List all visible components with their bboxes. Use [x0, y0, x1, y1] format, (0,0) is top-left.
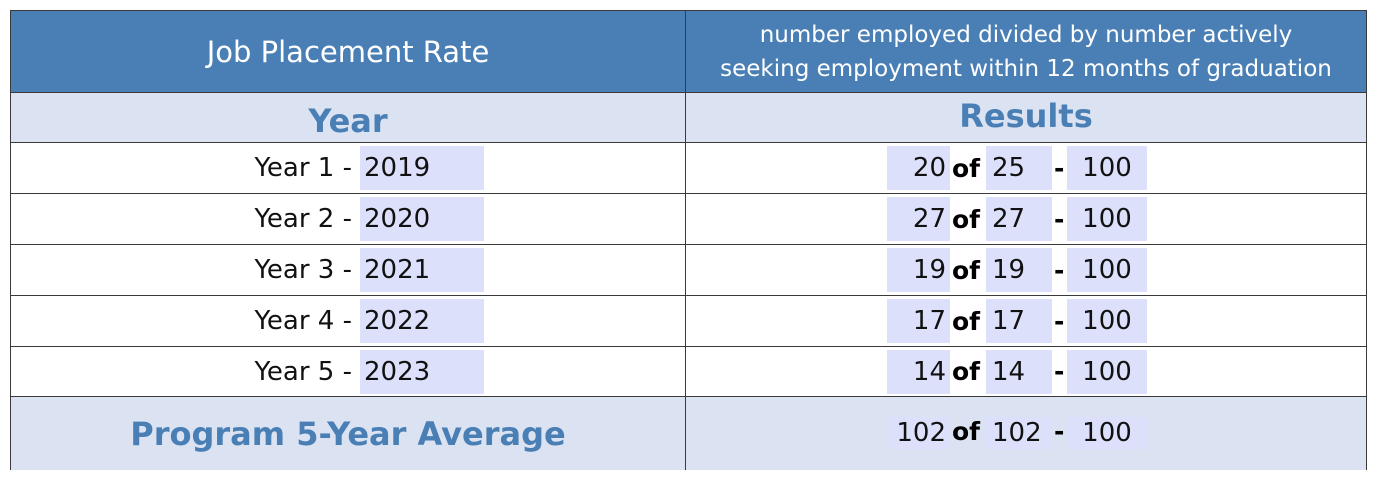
seeking-input[interactable]: 25 — [986, 146, 1052, 190]
employed-input[interactable]: 14 — [887, 350, 950, 394]
employed-input[interactable]: 17 — [887, 299, 950, 343]
year-column-label: Year — [308, 101, 388, 140]
of-connector: of — [952, 417, 981, 446]
column-header-row: Year Results — [11, 93, 1366, 143]
average-rate[interactable]: 100 — [1067, 417, 1147, 449]
year-label: Year 2 - — [254, 204, 353, 234]
seeking-input[interactable]: 27 — [986, 197, 1052, 241]
table-row: Year 2 - 2020 27 of 27 - 100 — [11, 194, 1366, 245]
table-row: Year 3 - 2021 19 of 19 - 100 — [11, 245, 1366, 296]
dash-connector: - — [1054, 417, 1065, 446]
results-cell: 14 of 14 - 100 — [686, 347, 1366, 396]
rate-input[interactable]: 100 — [1067, 197, 1147, 241]
year-cell: Year 2 - 2020 — [11, 194, 686, 244]
year-label: Year 5 - — [254, 356, 353, 387]
header-title: Job Placement Rate — [206, 34, 490, 69]
of-connector: of — [952, 357, 981, 386]
dash-connector: - — [1054, 204, 1065, 234]
rate-input[interactable]: 100 — [1067, 350, 1147, 394]
year-input[interactable]: 2019 — [360, 146, 484, 190]
table-row: Year 4 - 2022 17 of 17 - 100 — [11, 296, 1366, 347]
year-cell: Year 5 - 2023 — [11, 347, 686, 396]
of-connector: of — [952, 255, 981, 285]
results-column-header: Results — [686, 93, 1366, 142]
table-header-row: Job Placement Rate number employed divid… — [11, 11, 1366, 93]
table-row: Year 1 - 2019 20 of 25 - 100 — [11, 143, 1366, 194]
header-description-line1: number employed divided by number active… — [759, 21, 1293, 48]
average-label-cell: Program 5-Year Average — [11, 397, 686, 470]
seeking-input[interactable]: 14 — [986, 350, 1052, 394]
average-row: Program 5-Year Average 102 of 102 - 100 — [11, 397, 1366, 470]
year-cell: Year 1 - 2019 — [11, 143, 686, 193]
of-connector: of — [952, 306, 981, 336]
year-label: Year 3 - — [254, 255, 353, 285]
employed-input[interactable]: 27 — [887, 197, 950, 241]
rate-input[interactable]: 100 — [1067, 248, 1147, 292]
dash-connector: - — [1054, 357, 1065, 386]
year-input[interactable]: 2023 — [360, 350, 484, 394]
results-column-label: Results — [959, 96, 1093, 135]
employed-input[interactable]: 20 — [887, 146, 950, 190]
year-label: Year 1 - — [254, 153, 353, 183]
header-description-line2: seeking employment within 12 months of g… — [720, 55, 1332, 82]
rate-input[interactable]: 100 — [1067, 146, 1147, 190]
year-input[interactable]: 2021 — [360, 248, 484, 292]
year-input[interactable]: 2022 — [360, 299, 484, 343]
rate-input[interactable]: 100 — [1067, 299, 1147, 343]
dash-connector: - — [1054, 306, 1065, 336]
table-row: Year 5 - 2023 14 of 14 - 100 — [11, 347, 1366, 397]
results-cell: 19 of 19 - 100 — [686, 245, 1366, 295]
results-cell: 17 of 17 - 100 — [686, 296, 1366, 346]
year-label: Year 4 - — [254, 306, 353, 336]
average-seeking[interactable]: 102 — [986, 417, 1052, 449]
of-connector: of — [952, 204, 981, 234]
results-cell: 20 of 25 - 100 — [686, 143, 1366, 193]
year-input[interactable]: 2020 — [360, 197, 484, 241]
dash-connector: - — [1054, 255, 1065, 285]
average-results-cell: 102 of 102 - 100 — [686, 397, 1366, 470]
year-column-header: Year — [11, 93, 686, 142]
of-connector: of — [952, 153, 981, 183]
job-placement-table: Job Placement Rate number employed divid… — [10, 10, 1367, 470]
average-label: Program 5-Year Average — [130, 414, 566, 453]
results-cell: 27 of 27 - 100 — [686, 194, 1366, 244]
average-employed[interactable]: 102 — [887, 417, 950, 449]
dash-connector: - — [1054, 153, 1065, 183]
seeking-input[interactable]: 19 — [986, 248, 1052, 292]
year-cell: Year 4 - 2022 — [11, 296, 686, 346]
header-description-cell: number employed divided by number active… — [686, 11, 1366, 92]
employed-input[interactable]: 19 — [887, 248, 950, 292]
seeking-input[interactable]: 17 — [986, 299, 1052, 343]
year-cell: Year 3 - 2021 — [11, 245, 686, 295]
header-title-cell: Job Placement Rate — [11, 11, 686, 92]
